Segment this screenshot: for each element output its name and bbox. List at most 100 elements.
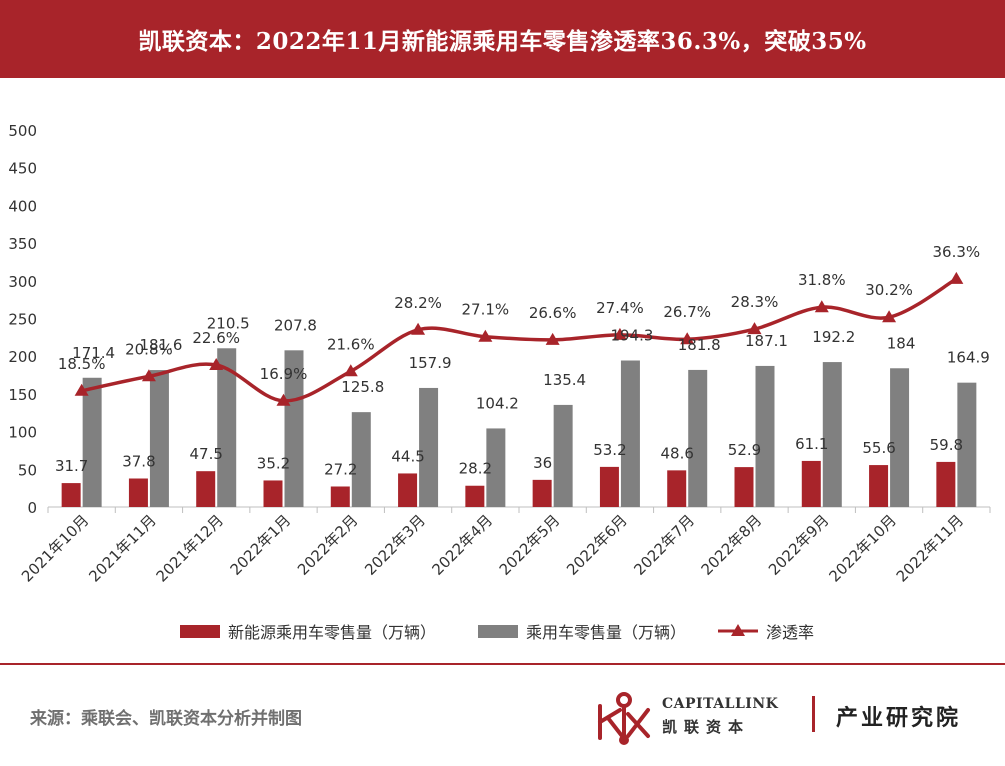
rate-data-label: 20.8% <box>125 340 173 358</box>
total-bar <box>688 369 708 507</box>
x-tick-label: 2022年1月 <box>227 511 295 579</box>
rate-marker <box>141 369 156 382</box>
nev-data-label: 44.5 <box>391 447 424 465</box>
x-tick-label: 2022年2月 <box>294 511 362 579</box>
x-tick-label: 2021年12月 <box>153 511 227 585</box>
total-data-label: 104.2 <box>476 394 519 412</box>
rate-marker <box>612 327 627 340</box>
y-tick-label: 500 <box>8 122 37 140</box>
x-tick-label: 2021年11月 <box>85 511 159 585</box>
legend-label-rate: 渗透率 <box>766 623 814 642</box>
rate-marker <box>74 383 89 396</box>
total-bar <box>620 360 640 507</box>
rate-marker <box>680 332 695 345</box>
nev-data-label: 31.7 <box>55 457 88 475</box>
nev-bar <box>869 465 889 507</box>
combo-chart: 0501001502002503003504004505002021年10月20… <box>8 122 991 642</box>
y-tick-label: 350 <box>8 235 37 253</box>
nev-data-label: 48.6 <box>661 444 694 462</box>
x-tick-label: 2022年4月 <box>429 511 497 579</box>
source-note: 来源：乘联会、凯联资本分析并制图 <box>30 709 302 729</box>
nev-bar <box>734 467 754 507</box>
brand-name-cn: 凯联资本 <box>662 718 751 736</box>
rate-line <box>81 277 958 403</box>
total-bar <box>419 387 439 507</box>
y-tick-label: 450 <box>8 160 37 178</box>
total-bar <box>553 404 573 507</box>
nev-bar <box>61 483 81 507</box>
y-tick-label: 200 <box>8 348 37 366</box>
total-data-label: 194.3 <box>610 326 653 344</box>
nev-bar <box>532 479 552 507</box>
y-tick-label: 150 <box>8 386 37 404</box>
rate-marker <box>411 322 426 335</box>
rate-data-label: 16.9% <box>260 365 308 383</box>
rate-marker <box>747 322 762 335</box>
rate-data-label: 18.5% <box>58 355 106 373</box>
nev-data-label: 37.8 <box>122 452 155 470</box>
rate-data-label: 27.4% <box>596 299 644 317</box>
x-tick-label: 2022年11月 <box>893 511 967 585</box>
nev-data-label: 61.1 <box>795 435 828 453</box>
x-tick-label: 2022年5月 <box>496 511 564 579</box>
rate-data-label: 21.6% <box>327 335 375 353</box>
rate-data-label: 31.8% <box>798 271 846 289</box>
legend-label-total: 乘用车零售量（万辆） <box>526 623 686 642</box>
nev-bar <box>801 460 821 507</box>
nev-data-label: 59.8 <box>930 436 963 454</box>
brand-name-en: CAPITALLINK <box>662 696 779 712</box>
y-tick-label: 100 <box>8 424 37 442</box>
total-data-label: 207.8 <box>274 316 317 334</box>
total-data-label: 157.9 <box>409 354 452 372</box>
nev-bar <box>599 466 619 507</box>
nev-data-label: 52.9 <box>728 441 761 459</box>
y-tick-label: 0 <box>27 499 37 517</box>
rate-data-label: 26.6% <box>529 304 577 322</box>
rate-marker <box>478 329 493 342</box>
rate-marker <box>545 332 560 345</box>
rate-data-label: 26.7% <box>663 303 711 321</box>
rate-marker <box>343 364 358 377</box>
total-bar <box>351 412 371 507</box>
total-bar <box>486 428 506 507</box>
total-bar <box>149 370 169 507</box>
legend-swatch-rate-marker <box>731 624 745 636</box>
y-tick-label: 50 <box>18 461 37 479</box>
nev-data-label: 35.2 <box>257 454 290 472</box>
total-data-label: 210.5 <box>207 314 250 332</box>
total-data-label: 135.4 <box>543 371 586 389</box>
nev-bar <box>667 470 687 507</box>
brand-department: 产业研究院 <box>836 705 962 731</box>
chart-title-banner: 凯联资本：2022年11月新能源乘用车零售渗透率36.3%，突破35% <box>0 0 1005 78</box>
nev-data-label: 27.2 <box>324 460 357 478</box>
nev-data-label: 55.6 <box>862 439 895 457</box>
total-bar <box>822 362 842 507</box>
rate-marker <box>209 357 224 370</box>
total-bar <box>82 377 102 507</box>
legend-swatch-total <box>478 625 518 638</box>
nev-bar <box>196 471 216 507</box>
x-tick-label: 2022年3月 <box>361 511 429 579</box>
x-tick-label: 2022年10月 <box>825 511 899 585</box>
nev-bar <box>128 478 148 507</box>
x-tick-label: 2021年10月 <box>18 511 92 585</box>
rate-data-label: 28.2% <box>394 294 442 312</box>
total-data-label: 184 <box>887 334 916 352</box>
bar-series <box>61 348 977 507</box>
total-data-label: 171.4 <box>72 344 115 362</box>
nev-data-label: 36 <box>533 454 552 472</box>
rate-marker <box>814 300 829 313</box>
rate-marker <box>882 310 897 323</box>
x-tick-label: 2022年9月 <box>765 511 833 579</box>
rate-marker <box>276 393 291 406</box>
total-data-label: 164.9 <box>947 349 990 367</box>
nev-data-label: 47.5 <box>190 445 223 463</box>
total-data-label: 187.1 <box>745 332 788 350</box>
legend-swatch-nev <box>180 625 220 638</box>
x-tick-label: 2022年7月 <box>630 511 698 579</box>
y-tick-label: 400 <box>8 197 37 215</box>
rate-data-label: 27.1% <box>462 301 510 319</box>
chart-title: 凯联资本：2022年11月新能源乘用车零售渗透率36.3%，突破35% <box>138 28 867 55</box>
total-bar <box>217 348 237 507</box>
total-bar <box>755 365 775 507</box>
